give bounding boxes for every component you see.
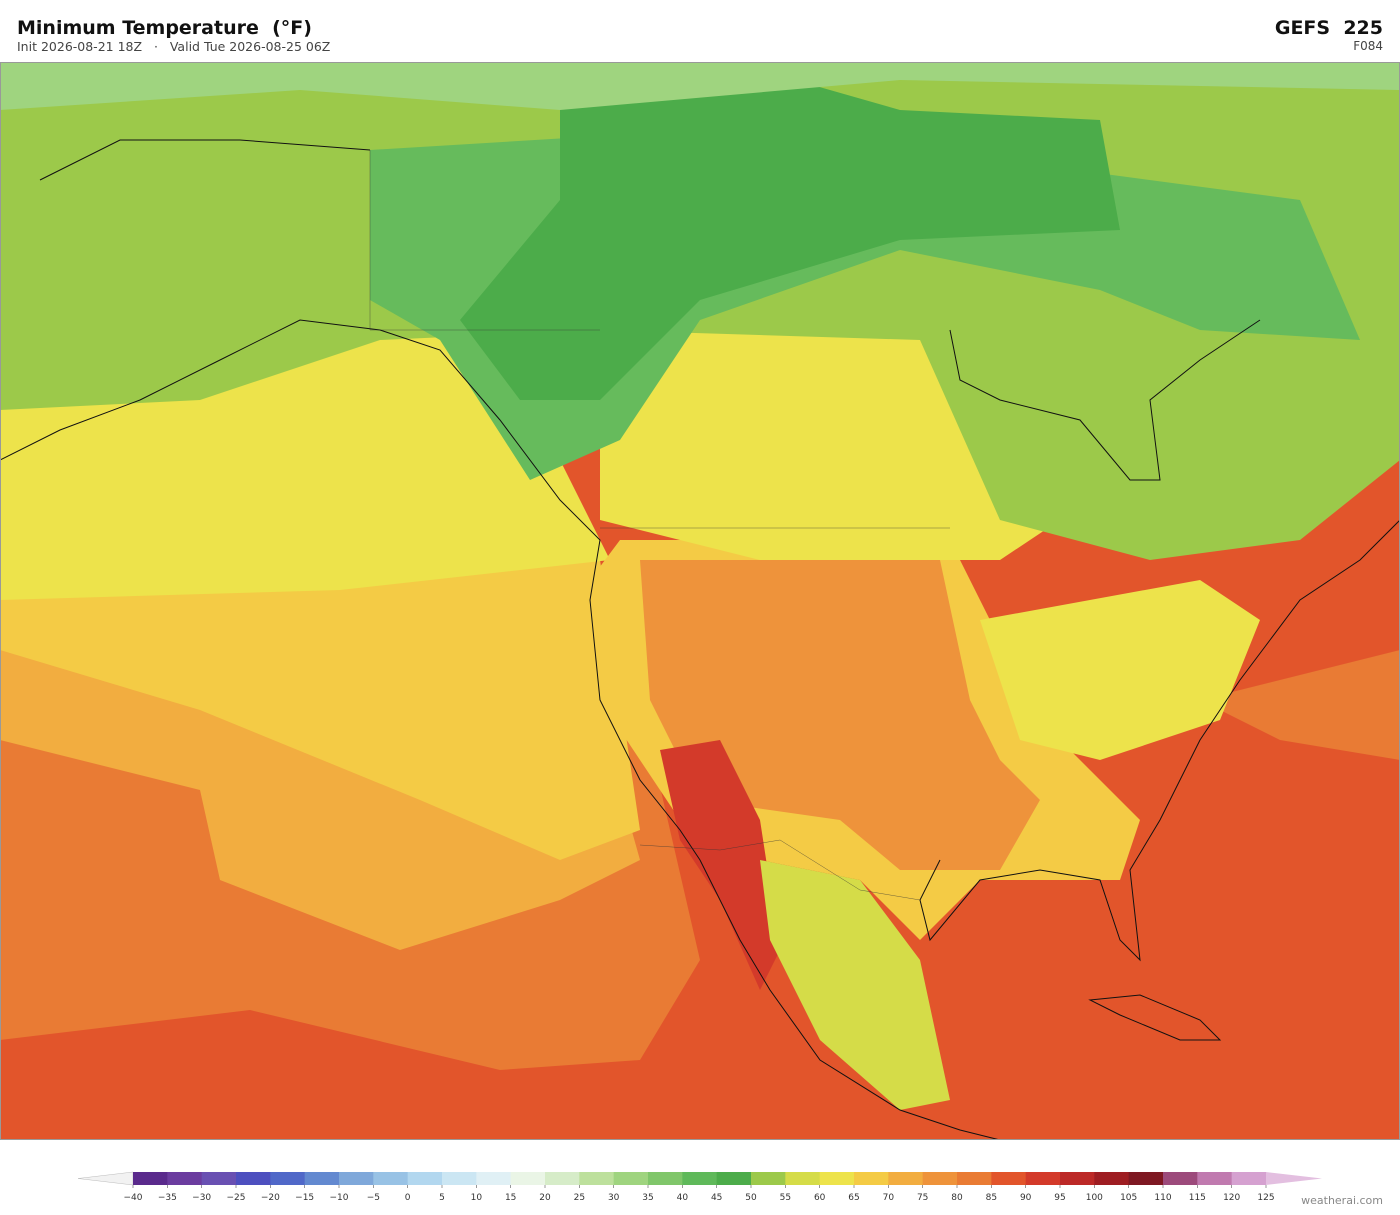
colorbar-swatch	[407, 1172, 443, 1185]
colorbar-tick-label: 25	[574, 1193, 585, 1203]
title: Minimum Temperature (°F)	[17, 17, 312, 39]
colorbar-swatch	[236, 1172, 271, 1185]
colorbar-swatch	[648, 1172, 683, 1185]
colorbar-swatch	[304, 1172, 340, 1185]
colorbar-under	[77, 1171, 134, 1186]
colorbar-tick-label: 55	[780, 1193, 791, 1203]
colorbar-swatch	[785, 1172, 821, 1185]
colorbar-swatch	[682, 1172, 718, 1185]
colorbar-tick-label: −5	[367, 1193, 380, 1203]
colorbar-swatch	[510, 1172, 546, 1185]
colorbar-swatch	[270, 1172, 306, 1185]
colorbar-swatch	[201, 1172, 237, 1185]
colorbar-swatch	[579, 1172, 615, 1185]
colorbar-tick-label: 50	[745, 1193, 757, 1203]
colorbar-tick-label: −40	[124, 1193, 143, 1203]
colorbar-tick-label: 10	[471, 1193, 483, 1203]
colorbar-tick-label: 75	[917, 1193, 928, 1203]
colorbar-tick-label: 40	[677, 1193, 689, 1203]
colorbar-tick-label: −10	[330, 1193, 349, 1203]
colorbar-tick-label: 0	[405, 1193, 411, 1203]
colorbar-tick-label: 30	[608, 1193, 620, 1203]
colorbar-tick-label: 80	[951, 1193, 963, 1203]
colorbar-tick-label: 105	[1120, 1193, 1137, 1203]
colorbar-tick-label: −15	[295, 1193, 314, 1203]
colorbar-tick-label: 15	[505, 1193, 516, 1203]
colorbar-swatch	[133, 1172, 168, 1185]
model: GEFS 225	[1275, 17, 1383, 39]
colorbar-tick-label: 100	[1086, 1193, 1103, 1203]
forecast-hour: F084	[1353, 39, 1383, 53]
colorbar-swatch	[1197, 1172, 1233, 1185]
colorbar-swatch	[922, 1172, 958, 1185]
colorbar-over	[1266, 1172, 1322, 1185]
colorbar-swatch	[476, 1172, 512, 1185]
colorbar-swatch	[373, 1172, 409, 1185]
colorbar-tick-label: 110	[1154, 1193, 1171, 1203]
colorbar-swatch	[888, 1172, 924, 1185]
map	[0, 62, 1400, 1140]
colorbar-tick-label: 125	[1257, 1193, 1274, 1203]
colorbar-tick-label: 70	[883, 1193, 895, 1203]
colorbar-tick-label: 20	[539, 1193, 551, 1203]
colorbar-swatch	[1060, 1172, 1095, 1185]
colorbar-tick-label: 95	[1054, 1193, 1065, 1203]
colorbar-swatch	[1163, 1172, 1198, 1185]
watermark: weatherai.com	[1301, 1194, 1383, 1207]
colorbar-swatch	[1025, 1172, 1061, 1185]
colorbar-tick-label: −20	[261, 1193, 280, 1203]
colorbar-tick-label: −25	[227, 1193, 246, 1203]
colorbar-swatch	[716, 1172, 752, 1185]
colorbar-swatch	[957, 1172, 992, 1185]
colorbar-swatch	[1094, 1172, 1130, 1185]
colorbar-tick-label: 35	[642, 1193, 653, 1203]
colorbar-swatch	[613, 1172, 649, 1185]
colorbar-swatch	[1231, 1172, 1267, 1185]
colorbar-tick-label: −35	[158, 1193, 177, 1203]
colorbar-swatch	[167, 1172, 203, 1185]
colorbar-swatch	[339, 1172, 374, 1185]
colorbar-tick-label: 85	[986, 1193, 997, 1203]
colorbar-tick-label: 45	[711, 1193, 722, 1203]
colorbar-tick-label: 90	[1020, 1193, 1032, 1203]
colorbar-tick-label: 115	[1189, 1193, 1206, 1203]
colorbar-tick-label: 120	[1223, 1193, 1240, 1203]
colorbar-swatch	[545, 1172, 580, 1185]
colorbar-swatch	[991, 1172, 1027, 1185]
colorbar-tick-label: −30	[192, 1193, 211, 1203]
colorbar-swatch	[751, 1172, 786, 1185]
colorbar: −40 −35 −30 −25 −20 −15 −10 −5 0 5 10 15 20 25 30 35 40 4…	[77, 1171, 1322, 1203]
colorbar-swatch	[1128, 1172, 1164, 1185]
colorbar-swatch	[854, 1172, 889, 1185]
colorbar-swatch	[819, 1172, 855, 1185]
colorbar-tick-label: 5	[439, 1193, 445, 1203]
subtitle: Init 2026-08-21 18Z · Valid Tue 2026-08-…	[17, 39, 330, 54]
colorbar-tick-label: 60	[814, 1193, 826, 1203]
colorbar-tick-label: 65	[848, 1193, 859, 1203]
colorbar-swatch	[442, 1172, 477, 1185]
